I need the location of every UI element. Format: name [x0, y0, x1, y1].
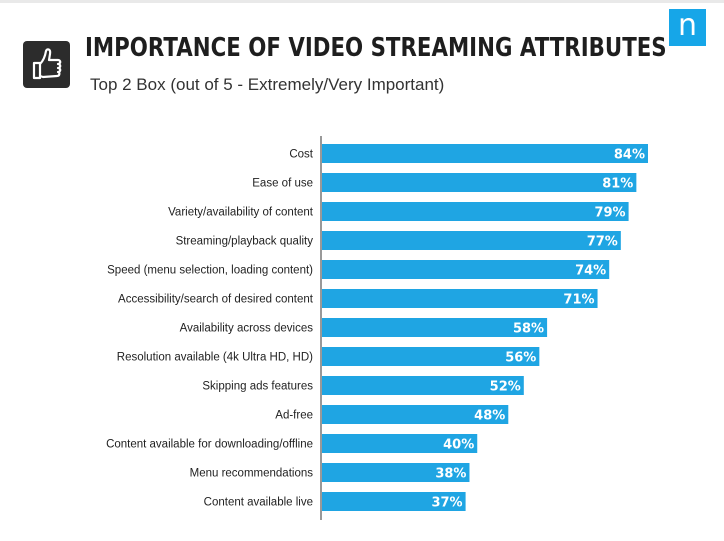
bar-value-label: 38% — [435, 467, 466, 482]
bar — [322, 434, 478, 453]
bar-value-label: 52% — [490, 380, 521, 395]
thumbs-up-icon — [32, 48, 62, 80]
category-label: Streaming/playback quality — [176, 236, 314, 248]
bar-value-label: 74% — [575, 264, 606, 279]
thumbs-up-badge — [23, 41, 70, 88]
bar-value-label: 81% — [602, 177, 633, 192]
bar — [322, 347, 540, 366]
bar — [322, 376, 524, 395]
brand-logo: n — [669, 9, 706, 46]
category-label: Skipping ads features — [202, 381, 313, 393]
bar-value-label: 71% — [563, 293, 594, 308]
chart-title: IMPORTANCE OF VIDEO STREAMING ATTRIBUTES — [85, 33, 667, 63]
bar — [322, 260, 610, 279]
bar — [322, 144, 648, 163]
bar — [322, 463, 470, 482]
bar — [322, 405, 509, 424]
bar — [322, 173, 637, 192]
bar-value-label: 40% — [443, 438, 474, 453]
category-label: Menu recommendations — [190, 468, 314, 480]
category-label: Ad-free — [275, 410, 313, 422]
category-label: Ease of use — [252, 178, 313, 190]
bar — [322, 202, 629, 221]
category-label: Speed (menu selection, loading content) — [107, 265, 313, 277]
chart-subtitle: Top 2 Box (out of 5 - Extremely/Very Imp… — [90, 75, 445, 94]
category-label: Resolution available (4k Ultra HD, HD) — [117, 352, 313, 364]
bar-value-label: 77% — [587, 235, 618, 250]
category-label: Content available live — [204, 497, 313, 509]
category-label: Availability across devices — [180, 323, 314, 335]
top-divider — [0, 0, 724, 3]
category-label: Accessibility/search of desired content — [118, 294, 314, 306]
bar-value-label: 84% — [614, 148, 645, 163]
bar-value-label: 56% — [505, 351, 536, 366]
bar — [322, 231, 621, 250]
category-label: Content available for downloading/offlin… — [106, 439, 313, 451]
bar-value-label: 79% — [594, 206, 625, 221]
bar-value-label: 37% — [431, 496, 462, 511]
category-label: Cost — [289, 149, 313, 161]
bar — [322, 492, 466, 511]
bar-value-label: 48% — [474, 409, 505, 424]
bar — [322, 318, 548, 337]
bar — [322, 289, 598, 308]
category-label: Variety/availability of content — [168, 207, 314, 219]
bar-value-label: 58% — [513, 322, 544, 337]
